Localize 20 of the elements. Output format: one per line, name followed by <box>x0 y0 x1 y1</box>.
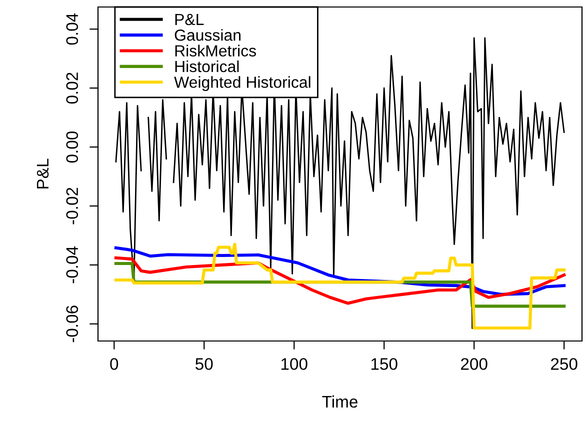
x-tick-label: 50 <box>196 358 213 370</box>
legend-label: RiskMetrics <box>175 44 256 56</box>
x-tick-label: 150 <box>371 358 398 370</box>
x-axis-title: Time <box>322 395 358 408</box>
x-tick-label: 100 <box>281 358 308 370</box>
legend-label: Weighted Historical <box>174 76 310 92</box>
x-tick-label: 200 <box>461 358 488 370</box>
x-tick-label: 0 <box>110 358 118 370</box>
y-tick-label: 0.00 <box>66 131 78 163</box>
y-tick-label: 0.04 <box>66 13 78 45</box>
y-tick-label: 0.02 <box>66 72 78 104</box>
legend-label: P&L <box>175 14 204 26</box>
x-tick-label: 250 <box>551 358 578 370</box>
line-series <box>114 242 566 330</box>
y-tick-label: -0.02 <box>66 188 78 224</box>
y-tick-label: -0.04 <box>66 246 78 284</box>
y-axis-title: P&L <box>36 158 49 188</box>
y-tick-label: -0.06 <box>66 306 78 342</box>
legend-label: Gaussian <box>174 29 240 41</box>
legend-label: Historical <box>175 60 239 72</box>
